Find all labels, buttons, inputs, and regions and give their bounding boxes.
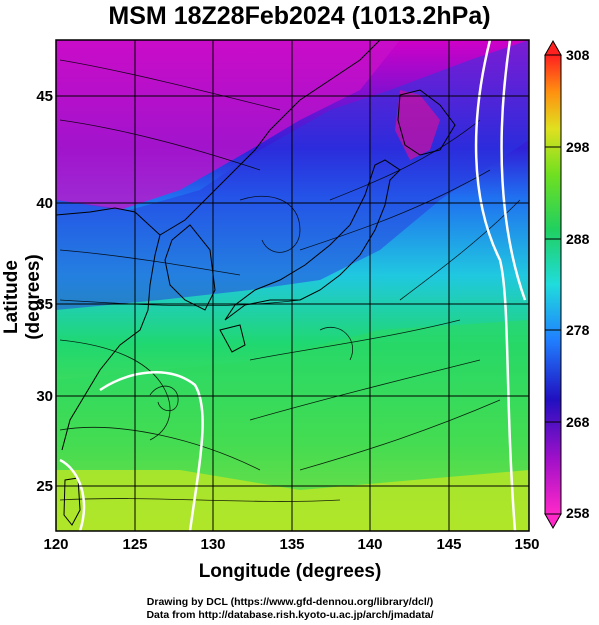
x-axis-label: Longitude (degrees) [198, 561, 382, 582]
x-tick-label: 125 [122, 536, 148, 553]
y-tick-label: 25 [36, 478, 53, 495]
colorbar-ticks [545, 146, 561, 423]
x-tick-label: 135 [279, 536, 305, 553]
colorbar-tick-label: 268 [566, 414, 590, 430]
grid-lines [56, 40, 529, 531]
colorbar-max-arrow [544, 39, 562, 56]
plot-frame [55, 39, 530, 532]
page-title: MSM 18Z28Feb2024 (1013.2hPa) [108, 2, 491, 30]
x-tick-label: 140 [357, 536, 383, 553]
colorbar-tick-label: 258 [566, 505, 590, 521]
y-tick-label: 45 [36, 88, 53, 105]
colorbar-tick-label: 278 [566, 322, 590, 338]
colorbar-min-arrow [544, 513, 562, 530]
y-axis-label: Latitude (degrees) [1, 254, 44, 340]
colorbar-tick-label: 288 [566, 231, 590, 247]
streamlines [59, 59, 521, 502]
cold-air-region [56, 40, 400, 210]
credits: Drawing by DCL (https://www.gfd-dennou.o… [0, 596, 580, 622]
x-tick-label: 150 [514, 536, 540, 553]
credit-data-source: Data from http://database.rish.kyoto-u.a… [146, 609, 434, 621]
x-tick-label: 130 [200, 536, 226, 553]
colorbar [544, 54, 562, 515]
credit-drawing: Drawing by DCL (https://www.gfd-dennou.o… [146, 596, 434, 608]
y-tick-label: 35 [36, 296, 53, 313]
colorbar-tick-label: 308 [566, 47, 590, 63]
contour-lines [59, 40, 527, 531]
x-tick-label: 120 [43, 536, 69, 553]
y-tick-label: 40 [36, 195, 53, 212]
x-tick-label: 145 [436, 536, 462, 553]
y-tick-label: 30 [36, 388, 53, 405]
colorbar-tick-label: 298 [566, 139, 590, 155]
hokkaido-cold-area [395, 90, 440, 160]
